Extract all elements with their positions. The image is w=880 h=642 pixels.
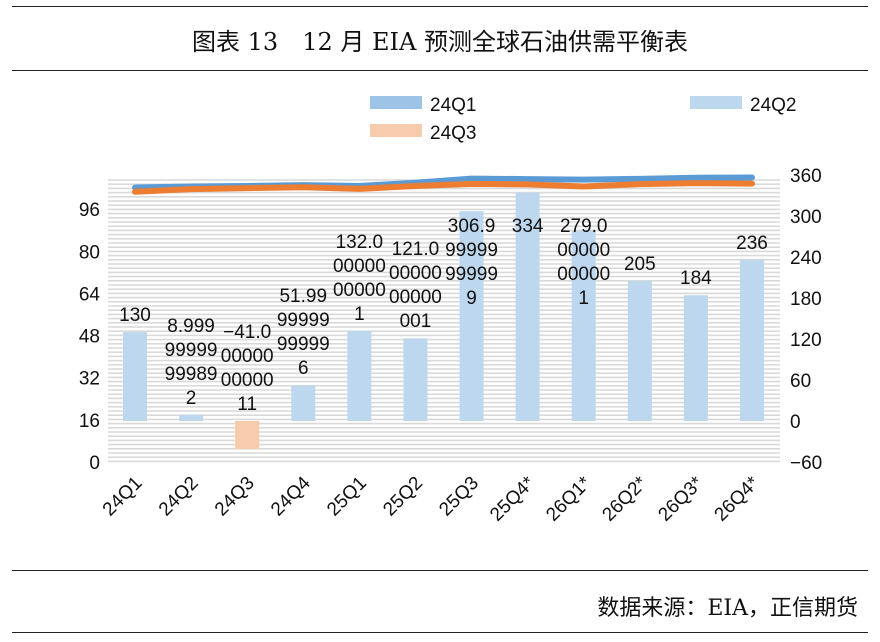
x-tick-label: 24Q2 <box>155 473 203 521</box>
bar-24Q1 <box>123 332 147 421</box>
x-tick-label: 25Q2 <box>379 473 427 521</box>
data-label-26Q4*: 236 <box>736 232 768 254</box>
chart-title: 图表 13 12 月 EIA 预测全球石油供需平衡表 <box>192 28 688 56</box>
x-tick-label: 25Q3 <box>435 473 483 521</box>
bar-25Q2 <box>403 338 428 421</box>
source-text: 数据来源：EIA，正信期货 <box>597 596 858 621</box>
legend-label: 24Q3 <box>430 123 476 144</box>
source-top-rule <box>12 570 868 571</box>
line-series-1 <box>132 180 755 195</box>
data-label-24Q4: 51.9999999999996 <box>276 286 330 380</box>
bottom-rule <box>12 632 868 633</box>
left-tick-label: 32 <box>79 369 100 390</box>
x-tick-label: 26Q1* <box>542 472 595 525</box>
top-rule <box>12 6 868 7</box>
right-tick-label: 360 <box>790 166 822 187</box>
bar-26Q4* <box>740 259 764 421</box>
bar-25Q4* <box>515 192 540 421</box>
bar-25Q1 <box>347 330 372 421</box>
bar-24Q2 <box>179 414 204 421</box>
left-tick-label: 0 <box>89 453 100 474</box>
right-tick-label: 300 <box>790 207 822 228</box>
x-tick-label: 26Q3* <box>655 472 708 525</box>
data-label-24Q2: 8.99999999999892 <box>164 315 218 409</box>
right-tick-label: −60 <box>790 453 822 474</box>
x-tick-label: 24Q1 <box>99 473 147 521</box>
x-tick-label: 25Q1 <box>323 473 371 521</box>
right-tick-label: 240 <box>790 248 822 269</box>
data-label-26Q2*: 205 <box>623 253 656 275</box>
x-tick-label: 25Q4* <box>486 472 539 525</box>
right-tick-label: 120 <box>790 330 822 351</box>
legend-swatch-24Q2 <box>690 96 742 109</box>
legend-swatch-24Q3 <box>370 124 422 137</box>
data-label-25Q4*: 334 <box>511 216 544 237</box>
right-tick-label: 0 <box>790 412 801 433</box>
data-label-25Q3: 306.999999999999 <box>445 216 498 309</box>
x-tick-label: 24Q4 <box>267 472 315 520</box>
left-tick-label: 80 <box>79 242 100 263</box>
data-label-26Q3*: 184 <box>680 268 712 290</box>
bar-25Q3 <box>459 211 484 421</box>
left-tick-label: 48 <box>79 327 100 348</box>
data-label-25Q2: 121.00000000000001 <box>389 239 442 333</box>
data-label-24Q1: 130 <box>119 305 151 327</box>
right-tick-label: 60 <box>790 371 811 392</box>
x-tick-label: 26Q4* <box>711 472 764 525</box>
data-label-26Q1*: 279.000000000001 <box>557 216 611 309</box>
x-tick-label: 24Q3 <box>211 473 259 521</box>
left-tick-label: 16 <box>79 411 100 432</box>
data-label-24Q3: −41.0000000000011 <box>220 322 274 415</box>
legend-label: 24Q1 <box>430 95 476 116</box>
bar-26Q3* <box>683 295 708 421</box>
legend-label: 24Q2 <box>750 95 796 116</box>
bar-24Q4 <box>291 385 316 421</box>
right-tick-label: 180 <box>790 289 822 310</box>
x-tick-label: 26Q2* <box>598 472 651 525</box>
bar-26Q1* <box>571 230 596 421</box>
bar-26Q2* <box>627 280 652 421</box>
left-tick-label: 64 <box>79 284 101 305</box>
legend-swatch-24Q1 <box>370 96 422 109</box>
left-tick-label: 96 <box>79 200 100 221</box>
title-rule <box>12 70 868 71</box>
data-label-25Q1: 132.000000000001 <box>332 231 386 325</box>
bar-24Q3 <box>235 421 260 450</box>
